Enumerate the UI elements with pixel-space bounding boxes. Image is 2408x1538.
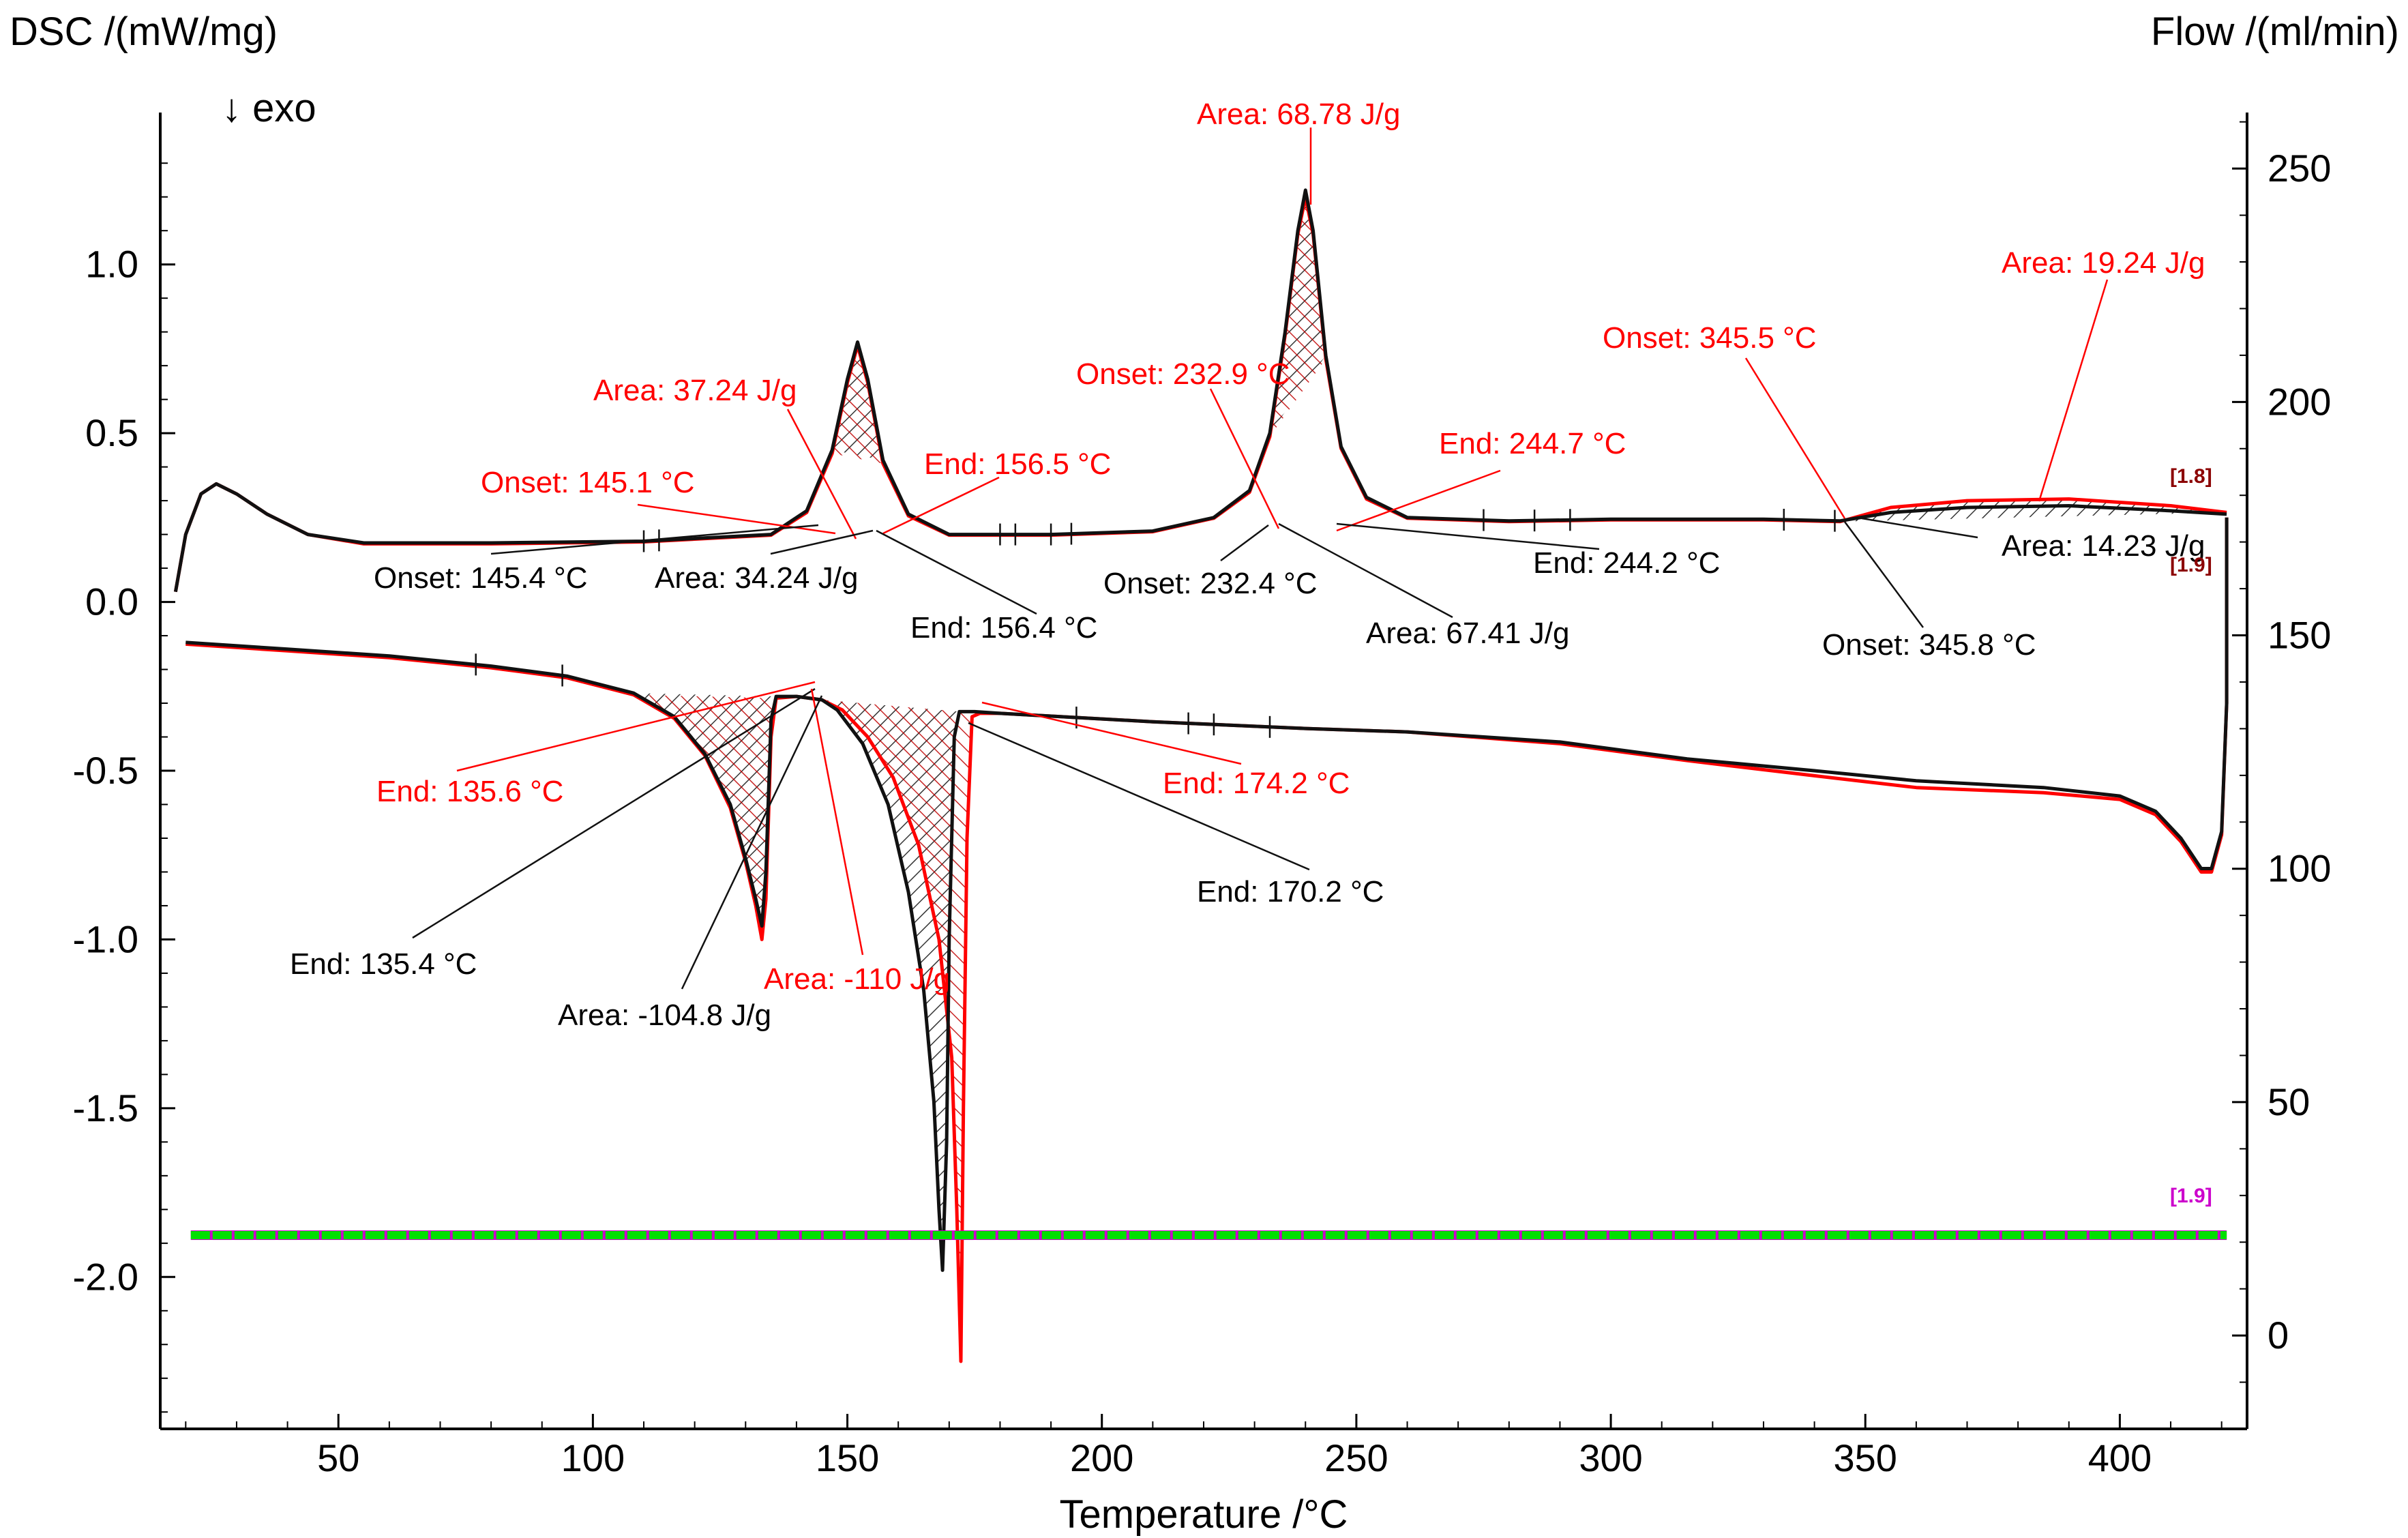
x-tick-label: 200 (1070, 1436, 1133, 1479)
annotation-onset-145-1: Onset: 145.1 °C (481, 466, 695, 499)
x-axis-title: Temperature /°C (1060, 1492, 1348, 1537)
y-left-tick-label: 0.5 (85, 411, 138, 454)
x-tick-label: 250 (1324, 1436, 1388, 1479)
y-left-tick-label: 0.0 (85, 580, 138, 623)
annotation-area-14-23: Area: 14.23 J/g (2002, 529, 2205, 563)
annotation-onset-345-5: Onset: 345.5 °C (1603, 321, 1817, 355)
annotation-area-67-41: Area: 67.41 J/g (1366, 617, 1569, 650)
annotation-onset-232-4: Onset: 232.4 °C (1103, 567, 1318, 600)
peak-hatch-areas (634, 190, 2227, 1361)
y-right-tick-label: 250 (2268, 147, 2331, 190)
segment-flags: [1.8] [1.9] [1.9] (2170, 465, 2212, 1207)
peak-area-hatch (832, 345, 883, 464)
y-right-ticks: 250 200 150 100 50 0 (2232, 121, 2331, 1383)
annotation-leaders (412, 128, 2109, 990)
y-right-tick-label: 0 (2268, 1314, 2289, 1357)
y-left-ticks: 1.0 0.5 0.0 -0.5 -1.0 -1.5 -2.0 (73, 162, 175, 1413)
peak-area-hatch (1270, 196, 1326, 437)
x-ticks: 50 100 150 200 250 300 350 400 (185, 1414, 2223, 1479)
annotation-area-minus-104-8: Area: -104.8 J/g (558, 999, 771, 1032)
y-right-tick-label: 50 (2268, 1080, 2310, 1123)
annotation-end-244-2: End: 244.2 °C (1533, 546, 1720, 580)
annotation-end-135-4: End: 135.4 °C (290, 947, 477, 981)
annotation-end-135-6: End: 135.6 °C (376, 775, 563, 808)
y-left-tick-label: -0.5 (73, 749, 139, 792)
annotation-area-37-24: Area: 37.24 J/g (593, 374, 797, 407)
series-layer (173, 188, 2229, 1363)
series-line-heating-black (173, 188, 2227, 593)
x-tick-label: 100 (561, 1436, 625, 1479)
annotation-end-156-5: End: 156.5 °C (924, 447, 1111, 481)
annotation-area-19-24: Area: 19.24 J/g (2002, 246, 2205, 280)
annotation-end-244-7: End: 244.7 °C (1439, 427, 1626, 460)
x-tick-label: 400 (2088, 1436, 2152, 1479)
x-tick-label: 300 (1579, 1436, 1642, 1479)
annotation-onset-145-4: Onset: 145.4 °C (374, 561, 588, 595)
annotation-end-170-2: End: 170.2 °C (1197, 875, 1384, 908)
annotation-area-minus-110: Area: -110 J/g (764, 962, 950, 996)
peak-area-hatch (822, 700, 980, 1361)
y-right-tick-label: 200 (2268, 380, 2331, 423)
annotation-area-68-78: Area: 68.78 J/g (1197, 98, 1400, 131)
x-tick-label: 150 (816, 1436, 879, 1479)
segment-flag-heating: [1.8] (2170, 465, 2212, 488)
annotation-end-156-4: End: 156.4 °C (910, 611, 1097, 645)
series-line-heating-red (173, 195, 2227, 593)
series-line-cooling-black (185, 517, 2229, 1272)
peak-annotations: Area: 68.78 J/g Area: 19.24 J/g Onset: 3… (290, 98, 2205, 1032)
segment-flag-flow: [1.9] (2170, 1185, 2212, 1207)
y-right-tick-label: 100 (2268, 847, 2331, 890)
segment-flag-cooling: [1.9] (2170, 554, 2212, 576)
y-left-tick-label: -1.0 (73, 917, 139, 960)
y-left-axis-title: DSC /(mW/mg) (10, 10, 278, 54)
x-tick-label: 50 (317, 1436, 359, 1479)
annotation-onset-232-9: Onset: 232.9 °C (1076, 357, 1290, 391)
y-right-tick-label: 150 (2268, 614, 2331, 657)
y-left-tick-label: -2.0 (73, 1255, 139, 1298)
y-left-tick-label: -1.5 (73, 1086, 139, 1129)
exo-marker: ↓ exo (222, 86, 316, 130)
annotation-onset-345-8: Onset: 345.8 °C (1822, 628, 2036, 662)
y-left-tick-label: 1.0 (85, 243, 138, 286)
annotation-end-174-2: End: 174.2 °C (1163, 767, 1350, 800)
annotation-area-34-24: Area: 34.24 J/g (655, 561, 858, 595)
y-right-axis-title: Flow /(ml/min) (2151, 10, 2399, 54)
peak-area-hatch (634, 694, 777, 940)
x-tick-label: 350 (1834, 1436, 1897, 1479)
